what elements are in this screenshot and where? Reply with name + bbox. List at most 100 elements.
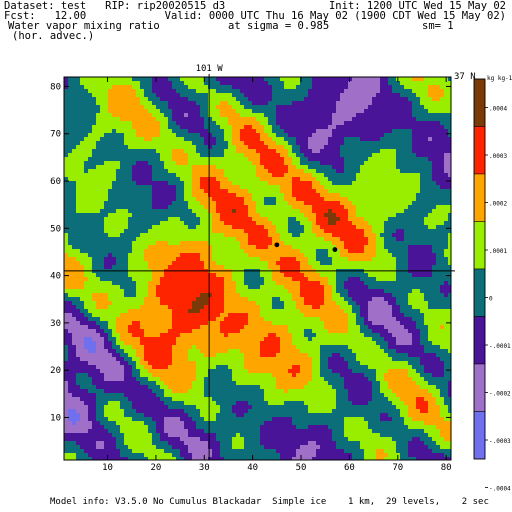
field-cell <box>92 277 97 282</box>
field-cell <box>292 221 297 226</box>
field-cell <box>160 105 165 110</box>
field-cell <box>132 205 137 210</box>
field-cell <box>400 169 405 174</box>
field-cell <box>428 185 433 190</box>
field-cell <box>352 105 357 110</box>
field-cell <box>204 257 209 262</box>
field-cell <box>248 185 253 190</box>
field-cell <box>172 161 177 166</box>
field-cell <box>308 165 313 170</box>
field-cell <box>392 213 397 218</box>
field-cell <box>152 193 157 198</box>
field-cell <box>436 173 441 178</box>
field-cell <box>76 165 81 170</box>
field-cell <box>176 149 181 154</box>
field-cell <box>436 81 441 86</box>
field-cell <box>80 261 85 266</box>
field-cell <box>184 229 189 234</box>
field-cell <box>68 109 73 114</box>
field-cell <box>356 113 361 118</box>
field-cell <box>236 253 241 258</box>
field-cell <box>220 85 225 90</box>
field-cell <box>436 169 441 174</box>
field-cell <box>284 113 289 118</box>
field-cell <box>132 129 137 134</box>
field-cell <box>312 121 317 126</box>
field-cell <box>64 89 69 94</box>
field-cell <box>72 173 77 178</box>
field-cell <box>448 121 452 126</box>
field-cell <box>304 229 309 234</box>
field-cell <box>308 193 313 198</box>
field-cell <box>92 281 97 286</box>
field-cell <box>84 245 89 250</box>
field-cell <box>408 113 413 118</box>
field-cell <box>92 93 97 98</box>
field-cell <box>196 281 201 286</box>
field-cell <box>76 209 81 214</box>
field-cell <box>432 177 437 182</box>
field-cell <box>148 137 153 142</box>
field-cell <box>256 277 261 282</box>
field-cell <box>260 193 265 198</box>
field-cell <box>248 193 253 198</box>
field-cell <box>204 189 209 194</box>
field-cell <box>248 225 253 230</box>
field-cell <box>236 273 241 278</box>
field-cell <box>128 225 133 230</box>
field-cell <box>196 253 201 258</box>
field-cell <box>156 153 161 158</box>
field-cell <box>176 97 181 102</box>
field-cell <box>76 169 81 174</box>
field-cell <box>344 141 349 146</box>
field-cell <box>148 257 153 262</box>
field-cell <box>376 109 381 114</box>
field-cell <box>228 197 233 202</box>
field-cell <box>364 153 369 158</box>
field-cell <box>360 77 365 82</box>
field-cell <box>356 133 361 138</box>
field-cell <box>232 217 237 222</box>
field-cell <box>332 77 337 82</box>
field-cell <box>184 113 189 118</box>
field-cell <box>188 161 193 166</box>
field-cell <box>196 181 201 186</box>
field-cell <box>100 257 105 262</box>
field-cell <box>336 181 341 186</box>
field-cell <box>116 85 121 90</box>
field-cell <box>256 229 261 234</box>
heatmap-field <box>64 77 452 461</box>
field-cell <box>408 93 413 98</box>
field-cell <box>256 177 261 182</box>
field-cell <box>296 273 301 278</box>
field-cell <box>196 145 201 150</box>
field-cell <box>92 221 97 226</box>
field-cell <box>416 97 421 102</box>
field-cell <box>200 185 205 190</box>
field-cell <box>212 177 217 182</box>
field-cell <box>316 261 321 266</box>
field-cell <box>364 217 369 222</box>
field-cell <box>260 265 265 270</box>
field-cell <box>248 125 253 130</box>
field-cell <box>268 253 273 258</box>
field-cell <box>328 177 333 182</box>
field-cell <box>220 205 225 210</box>
field-cell <box>336 161 341 166</box>
field-cell <box>176 237 181 242</box>
field-cell <box>80 89 85 94</box>
field-cell <box>252 101 257 106</box>
field-cell <box>244 173 249 178</box>
field-cell <box>396 81 401 86</box>
field-cell <box>428 249 433 254</box>
field-cell <box>444 233 449 238</box>
field-cell <box>360 245 365 250</box>
field-cell <box>264 229 269 234</box>
field-cell <box>372 93 377 98</box>
field-cell <box>256 145 261 150</box>
field-cell <box>412 233 417 238</box>
field-cell <box>332 85 337 90</box>
field-cell <box>80 277 85 282</box>
field-cell <box>204 209 209 214</box>
field-cell <box>164 253 169 258</box>
